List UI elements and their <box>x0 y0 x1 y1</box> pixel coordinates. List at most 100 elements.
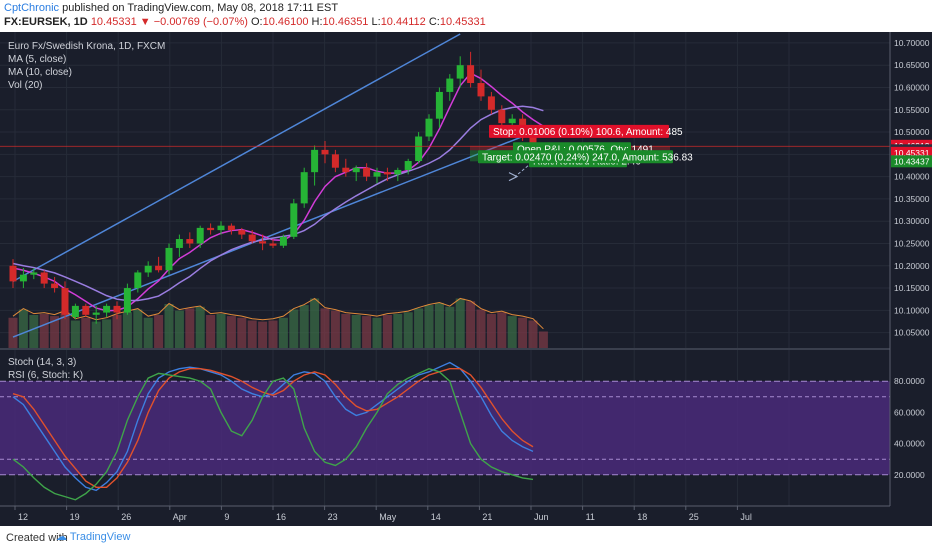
ma10-legend[interactable]: MA (10, close) <box>8 67 72 78</box>
volume-bar <box>518 317 528 348</box>
chart-title[interactable]: Euro Fx/Swedish Krona, 1D, FXCM <box>8 41 166 52</box>
rsi-legend[interactable]: RSI (6, Stoch: K) <box>8 370 84 381</box>
time-tick-label: 14 <box>431 512 441 522</box>
target-label[interactable]: Target: 0.02470 (0.24%) 247.0, Amount: 5… <box>482 152 693 163</box>
candle-body <box>9 265 17 282</box>
volume-bar <box>112 315 122 348</box>
candle-body <box>342 167 350 173</box>
volume-bar <box>486 313 496 348</box>
volume-bar <box>538 331 548 348</box>
stop-label-box[interactable] <box>489 124 669 138</box>
volume-bar <box>70 320 80 348</box>
time-tick-label: Apr <box>173 512 187 522</box>
open-label: O: <box>250 16 263 28</box>
volume-bar <box>164 304 174 348</box>
chart-area[interactable]: Stop: 0.01006 (0.10%) 100.6, Amount: 485… <box>0 32 932 526</box>
volume-bar <box>289 309 299 348</box>
candle-body <box>103 305 111 313</box>
stop-level-line <box>0 145 890 148</box>
time-tick-label: Jun <box>534 512 549 522</box>
time-tick-label: 26 <box>121 512 131 522</box>
candle-body <box>71 305 79 318</box>
candle-body <box>331 154 339 168</box>
volume-bar <box>351 315 361 348</box>
price-tick-label: 10.40000 <box>894 172 930 182</box>
ma5-legend[interactable]: MA (5, close) <box>8 54 67 65</box>
candle-body <box>290 203 298 237</box>
candle-body <box>415 136 423 162</box>
stoch-legend[interactable]: Stoch (14, 3, 3) <box>8 357 77 368</box>
tradingview-logo-icon[interactable]: ☁ TradingView <box>56 531 131 543</box>
author-link[interactable]: CptChronic <box>4 2 60 14</box>
candle-body <box>238 230 246 235</box>
candle-body <box>61 288 69 315</box>
close-label: C: <box>428 16 440 28</box>
volume-bar <box>268 320 278 348</box>
candle-body <box>51 283 59 289</box>
candle-body <box>113 305 121 313</box>
candle-body <box>363 167 371 177</box>
volume-bar <box>81 317 91 348</box>
time-tick-label: 21 <box>482 512 492 522</box>
candle-body <box>248 234 256 242</box>
price-tick-label: 10.20000 <box>894 261 930 271</box>
down-arrow-icon: ▼ <box>139 16 151 28</box>
low-value: 10.44112 <box>380 16 426 28</box>
close-value: 10.45331 <box>439 16 486 28</box>
created-with-text: Created with <box>6 532 68 544</box>
volume-bar <box>476 309 486 348</box>
candle-body <box>144 265 152 273</box>
candle-body <box>269 243 277 246</box>
volume-bar <box>122 312 132 348</box>
candle-body <box>373 172 381 177</box>
time-tick-label: 9 <box>224 512 229 522</box>
candle-body <box>30 272 38 275</box>
volume-bar <box>91 321 101 348</box>
volume-legend[interactable]: Vol (20) <box>8 80 43 91</box>
ohlc-line: FX:EURSEK, 1D 10.45331 ▼ −0.00769 (−0.07… <box>4 16 486 28</box>
volume-bar <box>330 310 340 348</box>
volume-bar <box>445 306 455 348</box>
symbol-label: FX:EURSEK, 1D <box>4 16 88 28</box>
volume-bar <box>133 309 143 348</box>
candle-body <box>165 247 173 271</box>
oscillator-tick-label: 20.0000 <box>894 470 925 480</box>
volume-bar <box>143 317 153 348</box>
published-text: published on TradingView.com, May 08, 20… <box>59 2 339 14</box>
volume-bar <box>341 313 351 348</box>
volume-bar <box>310 298 320 348</box>
volume-bar <box>320 308 330 348</box>
price-marker-box <box>891 155 932 168</box>
channel-lower-line[interactable] <box>12 135 523 338</box>
candle-body <box>82 305 90 315</box>
time-tick-label: 16 <box>276 512 286 522</box>
volume-bar <box>278 317 288 348</box>
candle-body <box>352 167 360 173</box>
target-label-box[interactable] <box>478 150 673 164</box>
candle-body <box>217 225 225 231</box>
time-tick-label: 25 <box>689 512 699 522</box>
candle-body <box>498 109 506 124</box>
candle-body <box>19 274 27 282</box>
time-tick-label: 18 <box>637 512 647 522</box>
candle-body <box>446 78 454 92</box>
volume-bar <box>299 305 309 348</box>
candle-body <box>207 227 215 231</box>
stop-label[interactable]: Stop: 0.01006 (0.10%) 100.6, Amount: 485 <box>493 127 683 138</box>
open-pl-label[interactable]: Open P&L: 0.00576, Qty: 1491 <box>517 144 654 155</box>
oscillator-band <box>0 381 890 475</box>
volume-bar <box>60 311 70 348</box>
price-tick-label: 10.30000 <box>894 216 930 226</box>
volume-bar <box>424 305 434 348</box>
publish-line: CptChronic published on TradingView.com,… <box>4 2 338 14</box>
channel-upper-line[interactable] <box>12 33 461 283</box>
tradingview-brand: TradingView <box>69 531 131 543</box>
candle-body <box>279 236 287 246</box>
chart-svg[interactable]: Stop: 0.01006 (0.10%) 100.6, Amount: 485… <box>0 32 932 526</box>
candle-body <box>175 239 183 248</box>
price-tick-label: 10.15000 <box>894 283 930 293</box>
volume-ma-line <box>12 297 544 330</box>
candle-body <box>477 83 485 97</box>
footer: Created with ☁ TradingView <box>0 526 932 550</box>
volume-bar <box>372 317 382 348</box>
